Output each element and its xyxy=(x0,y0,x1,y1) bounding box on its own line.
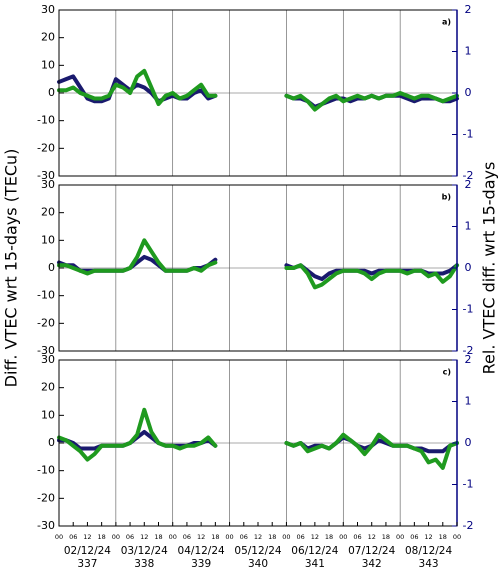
y2-tick-label: -2 xyxy=(463,169,474,182)
x-tick-label: 12 xyxy=(83,533,91,541)
y2-tick-label: -2 xyxy=(463,519,474,532)
y-tick-label: -10 xyxy=(37,289,55,302)
day-label: 07/12/24 xyxy=(348,545,395,557)
y-tick-label: 10 xyxy=(41,58,55,71)
day-label: 08/12/24 xyxy=(405,545,452,557)
y-tick-label: -10 xyxy=(37,464,55,477)
x-tick-label: 00 xyxy=(169,533,177,541)
y-tick-label: 10 xyxy=(41,408,55,421)
y-tick-label: -30 xyxy=(37,344,55,357)
x-tick-label: 06 xyxy=(69,533,77,541)
x-tick-label: 06 xyxy=(353,533,361,541)
y2-tick-label: -1 xyxy=(463,478,474,491)
x-tick-label: 12 xyxy=(368,533,376,541)
x-tick-label: 00 xyxy=(225,533,233,541)
y2-axis-title: Rel. VTEC diff. wrt 15-days xyxy=(480,162,499,375)
x-tick-label: 00 xyxy=(453,533,461,541)
y2-tick-label: 1 xyxy=(465,395,472,408)
x-tick-label: 00 xyxy=(339,533,347,541)
x-tick-label: 00 xyxy=(55,533,63,541)
x-tick-label: 18 xyxy=(98,533,106,541)
y-tick-label: -20 xyxy=(37,141,55,154)
x-tick-label: 18 xyxy=(154,533,162,541)
x-tick-label: 12 xyxy=(424,533,432,541)
x-tick-label: 06 xyxy=(410,533,418,541)
day-number: 339 xyxy=(191,558,211,568)
x-tick-label: 12 xyxy=(197,533,205,541)
y2-tick-label: 0 xyxy=(465,261,472,274)
data-line xyxy=(57,74,459,109)
y-tick-label: -30 xyxy=(37,519,55,532)
y-tick-label: 10 xyxy=(41,233,55,246)
x-tick-label: 06 xyxy=(240,533,248,541)
x-tick-label: 06 xyxy=(297,533,305,541)
y2-tick-label: -1 xyxy=(463,128,474,141)
day-number: 342 xyxy=(362,558,382,568)
x-tick-label: 00 xyxy=(396,533,404,541)
y2-tick-label: -2 xyxy=(463,344,474,357)
y-tick-label: 0 xyxy=(48,261,55,274)
y-tick-label: 0 xyxy=(48,436,55,449)
day-number: 337 xyxy=(77,558,97,568)
x-tick-label: 12 xyxy=(311,533,319,541)
x-tick-label: 12 xyxy=(254,533,262,541)
y-tick-label: 30 xyxy=(41,178,55,191)
y-tick-label: -30 xyxy=(37,169,55,182)
y2-tick-label: 1 xyxy=(465,220,472,233)
y-tick-label: 30 xyxy=(41,3,55,16)
y-tick-label: 0 xyxy=(48,86,55,99)
data-line xyxy=(57,429,459,454)
day-label: 04/12/24 xyxy=(178,545,225,557)
x-tick-label: 18 xyxy=(382,533,390,541)
y-tick-label: 20 xyxy=(41,31,55,44)
x-tick-label: 18 xyxy=(211,533,219,541)
day-label: 02/12/24 xyxy=(64,545,111,557)
x-tick-label: 18 xyxy=(325,533,333,541)
y-tick-label: 20 xyxy=(41,206,55,219)
y2-tick-label: 1 xyxy=(465,45,472,58)
y2-tick-label: 2 xyxy=(465,353,472,366)
panel-label: a) xyxy=(442,18,451,27)
x-tick-label: 00 xyxy=(282,533,290,541)
y-axis-title: Diff. VTEC wrt 15-days (TECu) xyxy=(2,149,21,388)
day-label: 06/12/24 xyxy=(291,545,338,557)
day-label: 05/12/24 xyxy=(234,545,281,557)
y2-tick-label: 2 xyxy=(465,3,472,16)
y2-tick-label: -1 xyxy=(463,303,474,316)
day-number: 340 xyxy=(248,558,268,568)
x-tick-label: 18 xyxy=(439,533,447,541)
x-tick-label: 06 xyxy=(126,533,134,541)
panel-label: c) xyxy=(443,368,451,377)
y-tick-label: 20 xyxy=(41,381,55,394)
panel-label: b) xyxy=(442,193,451,202)
day-number: 343 xyxy=(419,558,439,568)
y-tick-label: -20 xyxy=(37,491,55,504)
y-tick-label: -20 xyxy=(37,316,55,329)
y2-tick-label: 0 xyxy=(465,436,472,449)
data-line xyxy=(57,68,459,112)
x-tick-label: 00 xyxy=(112,533,120,541)
data-line xyxy=(57,407,459,470)
y2-tick-label: 0 xyxy=(465,86,472,99)
y-tick-label: -10 xyxy=(37,114,55,127)
y2-tick-label: 2 xyxy=(465,178,472,191)
x-tick-label: 12 xyxy=(140,533,148,541)
day-number: 341 xyxy=(305,558,325,568)
data-line xyxy=(57,238,459,290)
x-tick-label: 06 xyxy=(183,533,191,541)
day-label: 03/12/24 xyxy=(121,545,168,557)
day-number: 338 xyxy=(134,558,154,568)
y-tick-label: 30 xyxy=(41,353,55,366)
x-tick-label: 18 xyxy=(268,533,276,541)
